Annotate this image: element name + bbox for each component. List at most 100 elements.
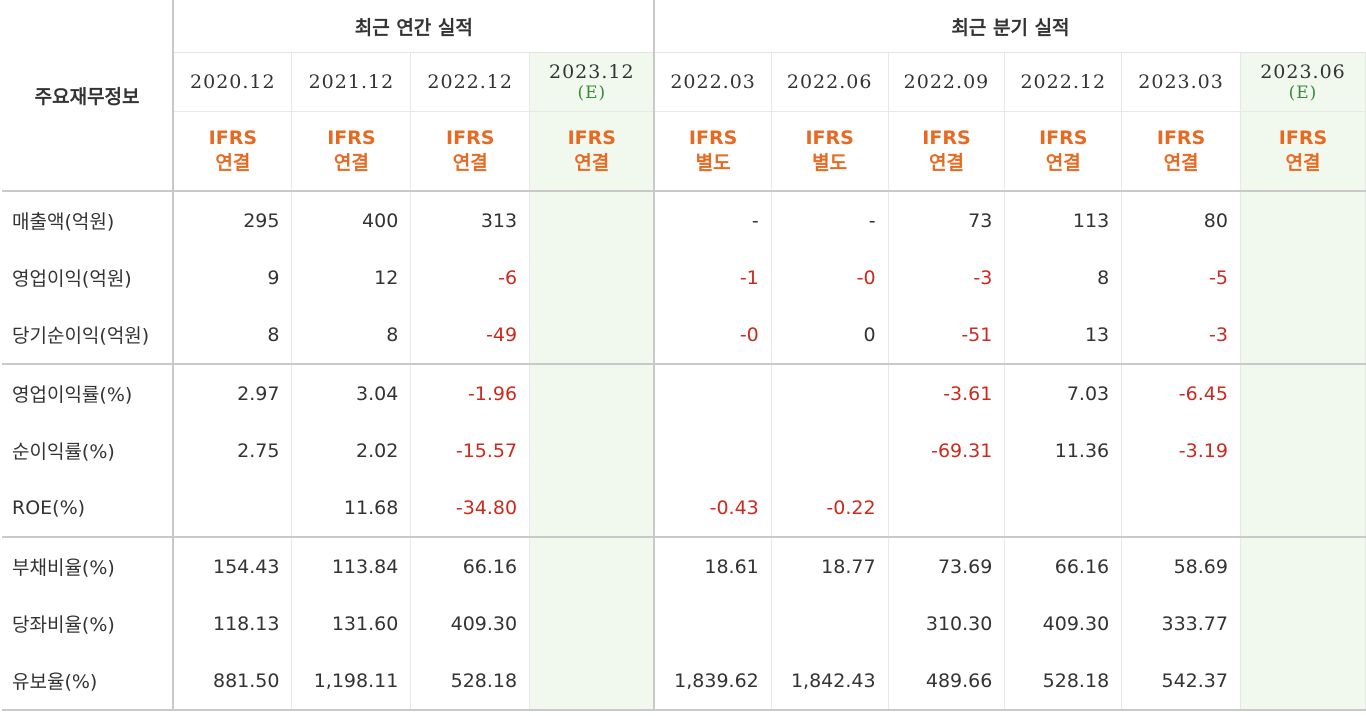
table-cell: 2.02 xyxy=(291,422,412,479)
column-date-header: 2020.12 xyxy=(173,52,293,112)
accounting-standard: IFRS xyxy=(922,127,971,149)
table-cell: 3.04 xyxy=(291,363,412,422)
table-cell: 80 xyxy=(1121,191,1241,249)
table-cell xyxy=(529,191,656,249)
column-type-header: IFRS 연결 xyxy=(173,111,293,192)
column-type-header: IFRS 별도 xyxy=(771,111,889,192)
table-cell: -0 xyxy=(771,249,889,306)
table-cell: -69.31 xyxy=(888,422,1006,479)
table-cell: 310.30 xyxy=(888,595,1006,652)
column-date: 2023.12 xyxy=(549,61,635,83)
table-cell xyxy=(529,536,656,595)
consolidation-type: 연결 xyxy=(333,152,369,174)
table-cell: -6 xyxy=(410,249,531,306)
table-cell xyxy=(1240,536,1366,595)
table-cell: 8 xyxy=(173,306,293,364)
table-cell: -34.80 xyxy=(410,479,531,537)
estimate-mark: (E) xyxy=(577,83,607,103)
table-cell: -3 xyxy=(1121,306,1241,364)
table-cell: 18.61 xyxy=(654,536,772,595)
row-label: 매출액(억원) xyxy=(2,191,175,249)
accounting-standard: IFRS xyxy=(208,127,258,149)
table-cell: 528.18 xyxy=(410,652,531,711)
row-label: 당좌비율(%) xyxy=(2,595,175,652)
table-cell: -0.43 xyxy=(654,479,772,537)
table-cell xyxy=(529,306,656,364)
consolidation-type: 별도 xyxy=(695,152,731,174)
column-date: 2021.12 xyxy=(308,71,395,93)
column-date: 2020.12 xyxy=(190,71,276,93)
table-cell xyxy=(1240,306,1366,364)
accounting-standard: IFRS xyxy=(1278,127,1328,149)
table-cell: 409.30 xyxy=(1004,595,1123,652)
column-date: 2023.06 xyxy=(1260,61,1346,83)
header-group-row: 주요재무정보 최근 연간 실적 최근 분기 실적 xyxy=(2,0,1366,192)
table-cell: 8 xyxy=(291,306,412,364)
column-date-header: 2022.03 xyxy=(654,52,772,112)
table-cell xyxy=(529,652,656,711)
table-cell xyxy=(771,595,889,652)
column-date: 2022.12 xyxy=(427,71,513,93)
table-cell: -0 xyxy=(654,306,772,364)
table-cell: 73 xyxy=(888,191,1006,249)
column-type-header: IFRS 연결 xyxy=(410,111,531,192)
table-row: 당기순이익(억원) 8 8 -49 -0 0 -51 13 -3 xyxy=(2,306,1366,364)
accounting-standard: IFRS xyxy=(805,127,854,149)
column-date: 2023.03 xyxy=(1138,71,1224,93)
accounting-standard: IFRS xyxy=(567,127,616,149)
table-row: 영업이익(억원) 9 12 -6 -1 -0 -3 8 -5 xyxy=(2,249,1366,306)
table-cell: 333.77 xyxy=(1121,595,1241,652)
table-cell xyxy=(1240,595,1366,652)
table-cell: - xyxy=(771,191,889,249)
table-cell: 12 xyxy=(291,249,412,306)
table-cell xyxy=(1240,479,1366,537)
column-date-header: 2022.12 xyxy=(1004,52,1123,112)
table-row: 순이익률(%) 2.75 2.02 -15.57 -69.31 11.36 -3.19 xyxy=(2,422,1366,479)
column-date-header: 2022.06 xyxy=(771,52,889,112)
table-cell xyxy=(654,422,772,479)
table-cell: -3.61 xyxy=(888,363,1006,422)
table-cell: 13 xyxy=(1004,306,1123,364)
accounting-standard: IFRS xyxy=(1156,127,1206,149)
estimate-mark: (E) xyxy=(1288,83,1318,103)
table-cell xyxy=(771,363,889,422)
column-date: 2022.03 xyxy=(670,71,756,93)
column-type-header: IFRS 연결 xyxy=(291,111,412,192)
table-cell: 18.77 xyxy=(771,536,889,595)
table-cell: -3.19 xyxy=(1121,422,1241,479)
table-cell xyxy=(1240,363,1366,422)
table-row: 당좌비율(%) 118.13 131.60 409.30 310.30 409.30 333… xyxy=(2,595,1366,652)
column-type-header: IFRS 연결 xyxy=(1240,111,1366,192)
table-cell xyxy=(1121,479,1241,537)
table-cell: 1,198.11 xyxy=(291,652,412,711)
table-cell: -15.57 xyxy=(410,422,531,479)
table-row: ROE(%) 11.68 -34.80 -0.43 -0.22 xyxy=(2,479,1366,537)
consolidation-type: 연결 xyxy=(928,152,964,174)
header-date-row: 2020.12 2021.12 2022.12 2023.12 (E) 2022.03 20… xyxy=(2,52,1366,112)
table-cell: 154.43 xyxy=(173,536,293,595)
table-row: 유보율(%) 881.50 1,198.11 528.18 1,839.62 1,842.… xyxy=(2,652,1366,711)
table-cell xyxy=(1004,479,1123,537)
table-cell: 295 xyxy=(173,191,293,249)
table-cell: 1,839.62 xyxy=(654,652,772,711)
column-date: 2022.09 xyxy=(903,71,990,93)
table-cell: 131.60 xyxy=(291,595,412,652)
table-cell xyxy=(888,479,1006,537)
column-type-header: IFRS 별도 xyxy=(654,111,772,192)
column-type-header: IFRS 연결 xyxy=(888,111,1006,192)
row-label: 순이익률(%) xyxy=(2,422,175,479)
table-cell: -0.22 xyxy=(771,479,889,537)
table-cell: 8 xyxy=(1004,249,1123,306)
table-cell: 66.16 xyxy=(1004,536,1123,595)
accounting-standard: IFRS xyxy=(327,127,376,149)
table-cell: -6.45 xyxy=(1121,363,1241,422)
table-cell: 881.50 xyxy=(173,652,293,711)
table-cell: -1 xyxy=(654,249,772,306)
column-date-header: 2022.09 xyxy=(888,52,1006,112)
table-row: 매출액(억원) 295 400 313- -73 113 80 xyxy=(2,191,1366,249)
table-cell: -1.96 xyxy=(410,363,531,422)
table-cell: 0 xyxy=(771,306,889,364)
table-row: 영업이익률(%) 2.97 3.04 -1.96 -3.61 7.03 -6.45 xyxy=(2,363,1366,422)
row-label: 당기순이익(억원) xyxy=(2,306,175,364)
